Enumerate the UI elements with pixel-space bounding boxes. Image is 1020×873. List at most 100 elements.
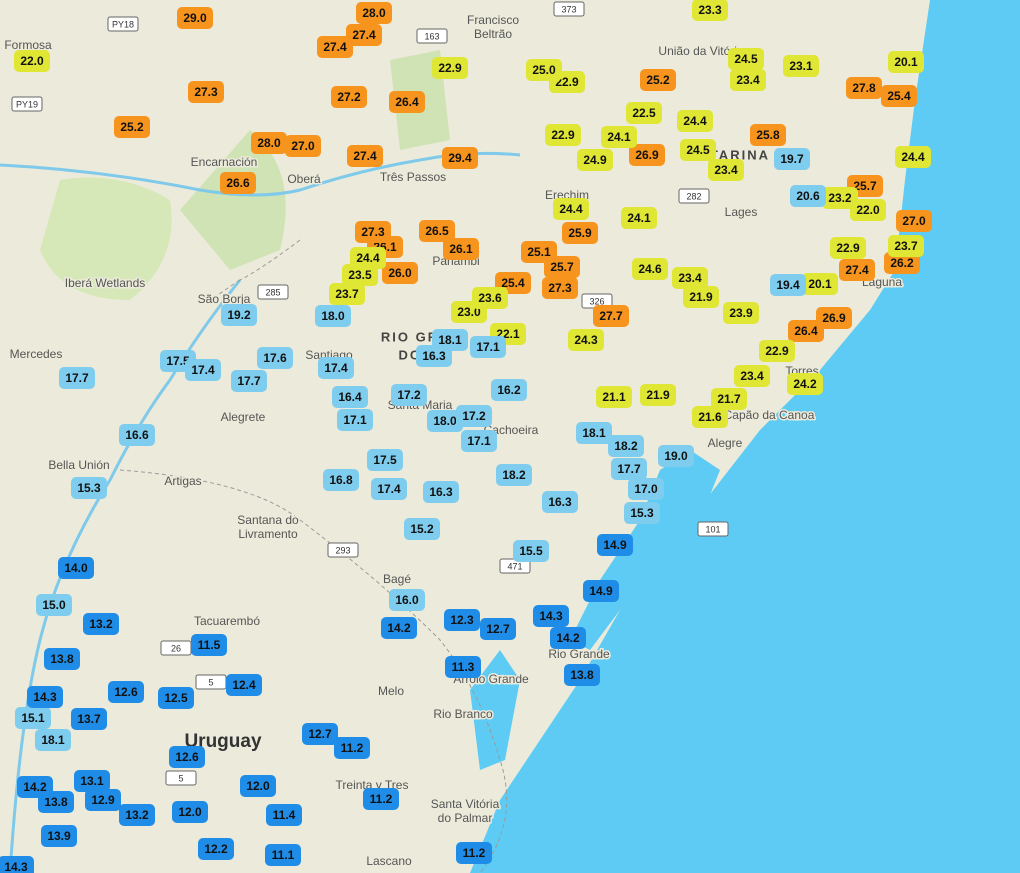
- reading-badge: [472, 287, 508, 309]
- reading-badge: [521, 241, 557, 263]
- reading-value: 26.9: [822, 311, 846, 325]
- reading-value: 13.7: [77, 712, 101, 726]
- reading-badge: [177, 7, 213, 29]
- reading-value: 17.1: [343, 413, 367, 427]
- temperature-reading: 23.1: [783, 55, 819, 77]
- temperature-reading: 23.5: [342, 264, 378, 286]
- reading-value: 25.7: [853, 179, 877, 193]
- reading-value: 17.5: [373, 453, 397, 467]
- reading-badge: [895, 146, 931, 168]
- reading-badge: [884, 252, 920, 274]
- reading-value: 13.2: [89, 617, 113, 631]
- reading-value: 17.0: [634, 482, 658, 496]
- reading-badge: [302, 723, 338, 745]
- temperature-reading: 16.3: [416, 345, 452, 367]
- reading-badge: [71, 477, 107, 499]
- reading-value: 26.5: [425, 224, 449, 238]
- reading-value: 16.2: [497, 383, 521, 397]
- temperature-reading: 21.9: [683, 286, 719, 308]
- reading-value: 29.4: [448, 151, 472, 165]
- temperature-reading: 23.9: [723, 302, 759, 324]
- reading-badge: [626, 102, 662, 124]
- temperature-reading: 13.7: [71, 708, 107, 730]
- reading-badge: [888, 51, 924, 73]
- temperature-reading: 22.0: [14, 50, 50, 72]
- reading-badge: [456, 405, 492, 427]
- reading-badge: [787, 373, 823, 395]
- reading-badge: [240, 775, 276, 797]
- reading-badge: [356, 2, 392, 24]
- temperature-reading: 12.7: [480, 618, 516, 640]
- reading-badge: [443, 238, 479, 260]
- temperature-reading: 23.4: [672, 267, 708, 289]
- temperature-reading: 26.2: [884, 252, 920, 274]
- reading-value: 17.4: [324, 361, 348, 375]
- reading-value: 24.6: [638, 262, 662, 276]
- place-label: Melo: [378, 684, 404, 698]
- temperature-reading: 15.5: [513, 540, 549, 562]
- temperature-reading: 26.0: [382, 262, 418, 284]
- reading-badge: [169, 746, 205, 768]
- reading-badge: [27, 686, 63, 708]
- reading-badge: [391, 384, 427, 406]
- temperature-reading: 25.9: [562, 222, 598, 244]
- reading-value: 14.0: [64, 561, 88, 575]
- temperature-reading: 14.9: [597, 534, 633, 556]
- temperature-reading: 23.7: [888, 235, 924, 257]
- reading-value: 25.0: [532, 63, 556, 77]
- reading-badge: [36, 594, 72, 616]
- temperature-reading: 13.8: [564, 664, 600, 686]
- reading-value: 24.1: [627, 211, 651, 225]
- reading-value: 26.4: [794, 324, 818, 338]
- reading-badge: [822, 187, 858, 209]
- reading-badge: [513, 540, 549, 562]
- reading-value: 23.4: [678, 271, 702, 285]
- reading-badge: [491, 379, 527, 401]
- temperature-reading: 24.6: [632, 258, 668, 280]
- reading-value: 23.4: [736, 73, 760, 87]
- reading-badge: [802, 273, 838, 295]
- reading-badge: [608, 435, 644, 457]
- reading-badge: [337, 409, 373, 431]
- road-number: PY19: [16, 99, 38, 109]
- temperature-reading: 14.3: [533, 605, 569, 627]
- reading-badge: [816, 307, 852, 329]
- temperature-reading: 13.8: [44, 648, 80, 670]
- temperature-reading: 11.4: [266, 804, 302, 826]
- reading-value: 27.0: [291, 139, 315, 153]
- place-label: Três Passos: [380, 170, 446, 184]
- temperature-reading: 13.9: [41, 825, 77, 847]
- temperature-reading: 26.4: [788, 320, 824, 342]
- temperature-reading: 14.2: [550, 627, 586, 649]
- temperature-reading: 13.2: [83, 613, 119, 635]
- temperature-reading: 24.4: [553, 198, 589, 220]
- reading-badge: [432, 57, 468, 79]
- reading-value: 24.1: [607, 130, 631, 144]
- reading-badge: [158, 687, 194, 709]
- reading-value: 27.0: [902, 214, 926, 228]
- temperature-reading: 24.4: [677, 110, 713, 132]
- reading-badge: [526, 59, 562, 81]
- reading-badge: [583, 580, 619, 602]
- reading-value: 17.1: [467, 434, 491, 448]
- temperature-reading: 23.3: [692, 0, 728, 21]
- place-label: União da Vitória: [658, 44, 743, 58]
- temperature-reading: 16.0: [389, 589, 425, 611]
- reading-value: 23.0: [457, 305, 481, 319]
- reading-badge: [251, 132, 287, 154]
- reading-badge: [593, 305, 629, 327]
- reading-value: 26.0: [388, 266, 412, 280]
- temperature-reading: 18.2: [496, 464, 532, 486]
- reading-value: 12.7: [308, 727, 332, 741]
- reading-badge: [404, 518, 440, 540]
- temperature-reading: 11.2: [363, 788, 399, 810]
- reading-value: 12.9: [91, 793, 115, 807]
- reading-value: 22.9: [836, 241, 860, 255]
- reading-value: 12.4: [232, 678, 256, 692]
- reading-badge: [382, 262, 418, 284]
- place-label: Alegre: [708, 436, 743, 450]
- reading-badge: [442, 147, 478, 169]
- reading-value: 24.5: [734, 52, 758, 66]
- reading-badge: [677, 110, 713, 132]
- place-label: Formosa: [4, 38, 52, 52]
